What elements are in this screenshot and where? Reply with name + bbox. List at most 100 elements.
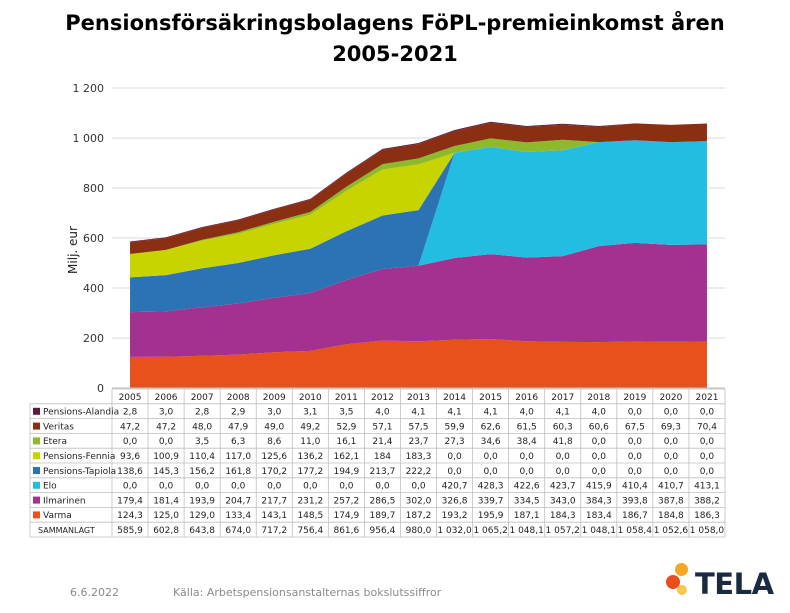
data-label: 0,0	[664, 437, 679, 447]
data-label: 110,4	[189, 452, 215, 462]
x-tick-label: 2017	[551, 393, 574, 403]
data-label: 217,7	[261, 496, 287, 506]
data-label: 21,4	[372, 437, 392, 447]
data-label: 422,6	[514, 482, 540, 492]
x-tick-label: 2014	[443, 393, 466, 403]
data-label: 302,0	[406, 496, 432, 506]
data-label: 0,0	[628, 408, 643, 418]
data-label: 11,0	[300, 437, 320, 447]
x-tick-label: 2009	[263, 393, 286, 403]
data-label: 27,3	[445, 437, 465, 447]
data-label: 0,0	[664, 408, 679, 418]
data-label: 67,5	[625, 422, 645, 432]
x-tick-label: 2021	[696, 393, 719, 403]
data-label: 48,0	[192, 422, 212, 432]
area-pensions-fennia	[130, 140, 707, 278]
data-label: 189,7	[370, 511, 396, 521]
legend-swatch	[33, 511, 40, 519]
data-label: 183,3	[406, 452, 432, 462]
chart-title-line-2: 2005-2021	[332, 42, 458, 66]
data-label: 0,0	[592, 437, 607, 447]
data-label: 187,2	[406, 511, 432, 521]
data-label: 428,3	[478, 482, 504, 492]
data-label: 69,3	[661, 422, 681, 432]
data-label: 0,0	[556, 452, 571, 462]
total-label: 717,2	[261, 526, 287, 536]
y-tick-label: 600	[83, 232, 104, 245]
data-label: 388,2	[694, 496, 720, 506]
logo-dot-icon	[675, 563, 688, 576]
data-label: 136,2	[297, 452, 323, 462]
data-label: 410,7	[658, 482, 684, 492]
data-label: 257,2	[333, 496, 359, 506]
data-label: 0,0	[556, 467, 571, 477]
data-label: 60,3	[553, 422, 573, 432]
x-tick-label: 2007	[191, 393, 214, 403]
data-label: 47,9	[228, 422, 248, 432]
total-label: 861,6	[333, 526, 359, 536]
data-label: 0,0	[339, 482, 354, 492]
y-tick-label: 800	[83, 182, 104, 195]
data-label: 0,0	[628, 437, 643, 447]
legend-entry: Elo	[43, 482, 57, 492]
data-label: 2,8	[195, 408, 210, 418]
data-label: 143,1	[261, 511, 287, 521]
data-label: 410,4	[622, 482, 648, 492]
legend-swatch	[33, 467, 40, 474]
data-label: 125,6	[261, 452, 287, 462]
data-label: 343,0	[550, 496, 576, 506]
y-tick-label: 1 200	[73, 82, 105, 95]
data-label: 38,4	[517, 437, 537, 447]
data-label: 49,0	[264, 422, 284, 432]
data-label: 4,0	[592, 408, 607, 418]
x-tick-label: 2006	[155, 393, 178, 403]
data-label: 3,0	[267, 408, 282, 418]
data-label: 0,0	[483, 467, 498, 477]
data-label: 117,0	[225, 452, 251, 462]
total-label: 956,4	[370, 526, 396, 536]
total-label: 585,9	[117, 526, 143, 536]
data-label: 339,7	[478, 496, 504, 506]
x-tick-label: 2015	[479, 393, 502, 403]
legend-entry: Pensions-Alandia	[43, 408, 119, 418]
data-label: 129,0	[189, 511, 215, 521]
x-tick-label: 2019	[623, 393, 646, 403]
total-label: 980,0	[406, 526, 432, 536]
data-label: 384,3	[586, 496, 612, 506]
data-label: 62,6	[481, 422, 501, 432]
data-label: 4,1	[556, 408, 570, 418]
data-label: 4,1	[411, 408, 425, 418]
data-table: 2005 2006 2007 2008 2009 2010 2011 2012 2013 2014…	[29, 388, 726, 538]
data-label: 47,2	[156, 422, 176, 432]
x-tick-label: 2018	[587, 393, 610, 403]
x-tick-label: 2011	[335, 393, 358, 403]
x-tick-label: 2013	[407, 393, 430, 403]
data-label: 193,9	[189, 496, 215, 506]
x-tick-label: 2005	[119, 393, 142, 403]
data-label: 47,2	[120, 422, 140, 432]
total-label: 1 048,1	[582, 526, 616, 536]
data-label: 423,7	[550, 482, 576, 492]
legend-swatch	[33, 481, 40, 489]
data-label: 0,0	[195, 482, 210, 492]
data-label: 4,1	[483, 408, 497, 418]
total-label: 602,8	[153, 526, 179, 536]
data-label: 34,6	[481, 437, 501, 447]
legend-swatch	[33, 422, 40, 430]
data-label: 57,5	[408, 422, 428, 432]
legend-entry: Varma	[43, 511, 72, 521]
data-label: 0,0	[700, 437, 715, 447]
total-row-label: SAMMANLAGT	[38, 526, 95, 535]
chart-title-line-1: Pensionsförsäkringsbolagens FöPL-premiei…	[65, 11, 725, 35]
data-label: 0,0	[303, 482, 318, 492]
data-label: 23,7	[408, 437, 428, 447]
legend-entry: Pensions-Tapiola	[43, 467, 116, 477]
data-label: 70,4	[697, 422, 717, 432]
total-label: 1 058,0	[690, 526, 725, 536]
data-label: 4,1	[447, 408, 461, 418]
data-label: 3,5	[195, 437, 209, 447]
data-label: 138,6	[117, 467, 143, 477]
logo-text: TELA	[695, 567, 774, 601]
data-label: 0,0	[447, 452, 462, 462]
y-tick-label: 0	[97, 382, 104, 395]
